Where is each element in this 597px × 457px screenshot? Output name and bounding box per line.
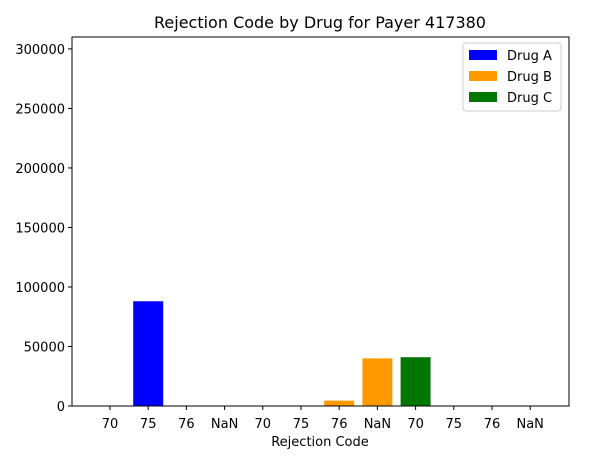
x-tick-label: NaN: [364, 417, 391, 432]
bar-drug-b-6: [324, 400, 355, 406]
y-tick-label: 0: [57, 400, 65, 415]
y-tick-label: 150000: [15, 221, 65, 236]
x-tick-label: 75: [293, 417, 310, 432]
legend-swatch-drug-c: [469, 92, 497, 102]
plot-frame: [71, 36, 570, 407]
legend-swatch-drug-a: [469, 50, 497, 60]
y-axis: 0 50000 100000 150000 200000 250000 300000: [15, 43, 72, 415]
x-tick-label: 75: [140, 417, 157, 432]
y-tick-label: 100000: [15, 281, 65, 296]
x-tick-label: 76: [178, 417, 195, 432]
legend-label-drug-b: Drug B: [507, 70, 552, 85]
x-tick-label: 75: [446, 417, 463, 432]
x-tick-label: NaN: [516, 417, 543, 432]
chart-title: Rejection Code by Drug for Payer 417380: [154, 13, 486, 32]
bar-drug-a-1: [133, 301, 164, 406]
x-axis-label: Rejection Code: [271, 435, 369, 450]
legend-label-drug-c: Drug C: [507, 91, 552, 106]
legend-label-drug-a: Drug A: [507, 49, 552, 64]
x-tick-label: NaN: [211, 417, 238, 432]
bar-drug-b-7: [362, 358, 393, 406]
plot-area: [133, 301, 431, 406]
bar-drug-c-8: [400, 357, 431, 406]
y-tick-label: 50000: [24, 340, 65, 355]
legend-swatch-drug-b: [469, 71, 497, 81]
x-tick-label: 70: [102, 417, 119, 432]
x-tick-label: 76: [484, 417, 501, 432]
y-tick-label: 200000: [15, 162, 65, 177]
x-tick-label: 70: [407, 417, 424, 432]
x-tick-label: 76: [331, 417, 348, 432]
x-axis: 70 75 76 NaN 70 75 76 NaN 70 75 76 NaN: [102, 406, 544, 432]
legend: Drug A Drug B Drug C: [462, 42, 562, 112]
x-tick-label: 70: [255, 417, 272, 432]
y-tick-label: 300000: [15, 43, 65, 58]
y-tick-label: 250000: [15, 102, 65, 117]
